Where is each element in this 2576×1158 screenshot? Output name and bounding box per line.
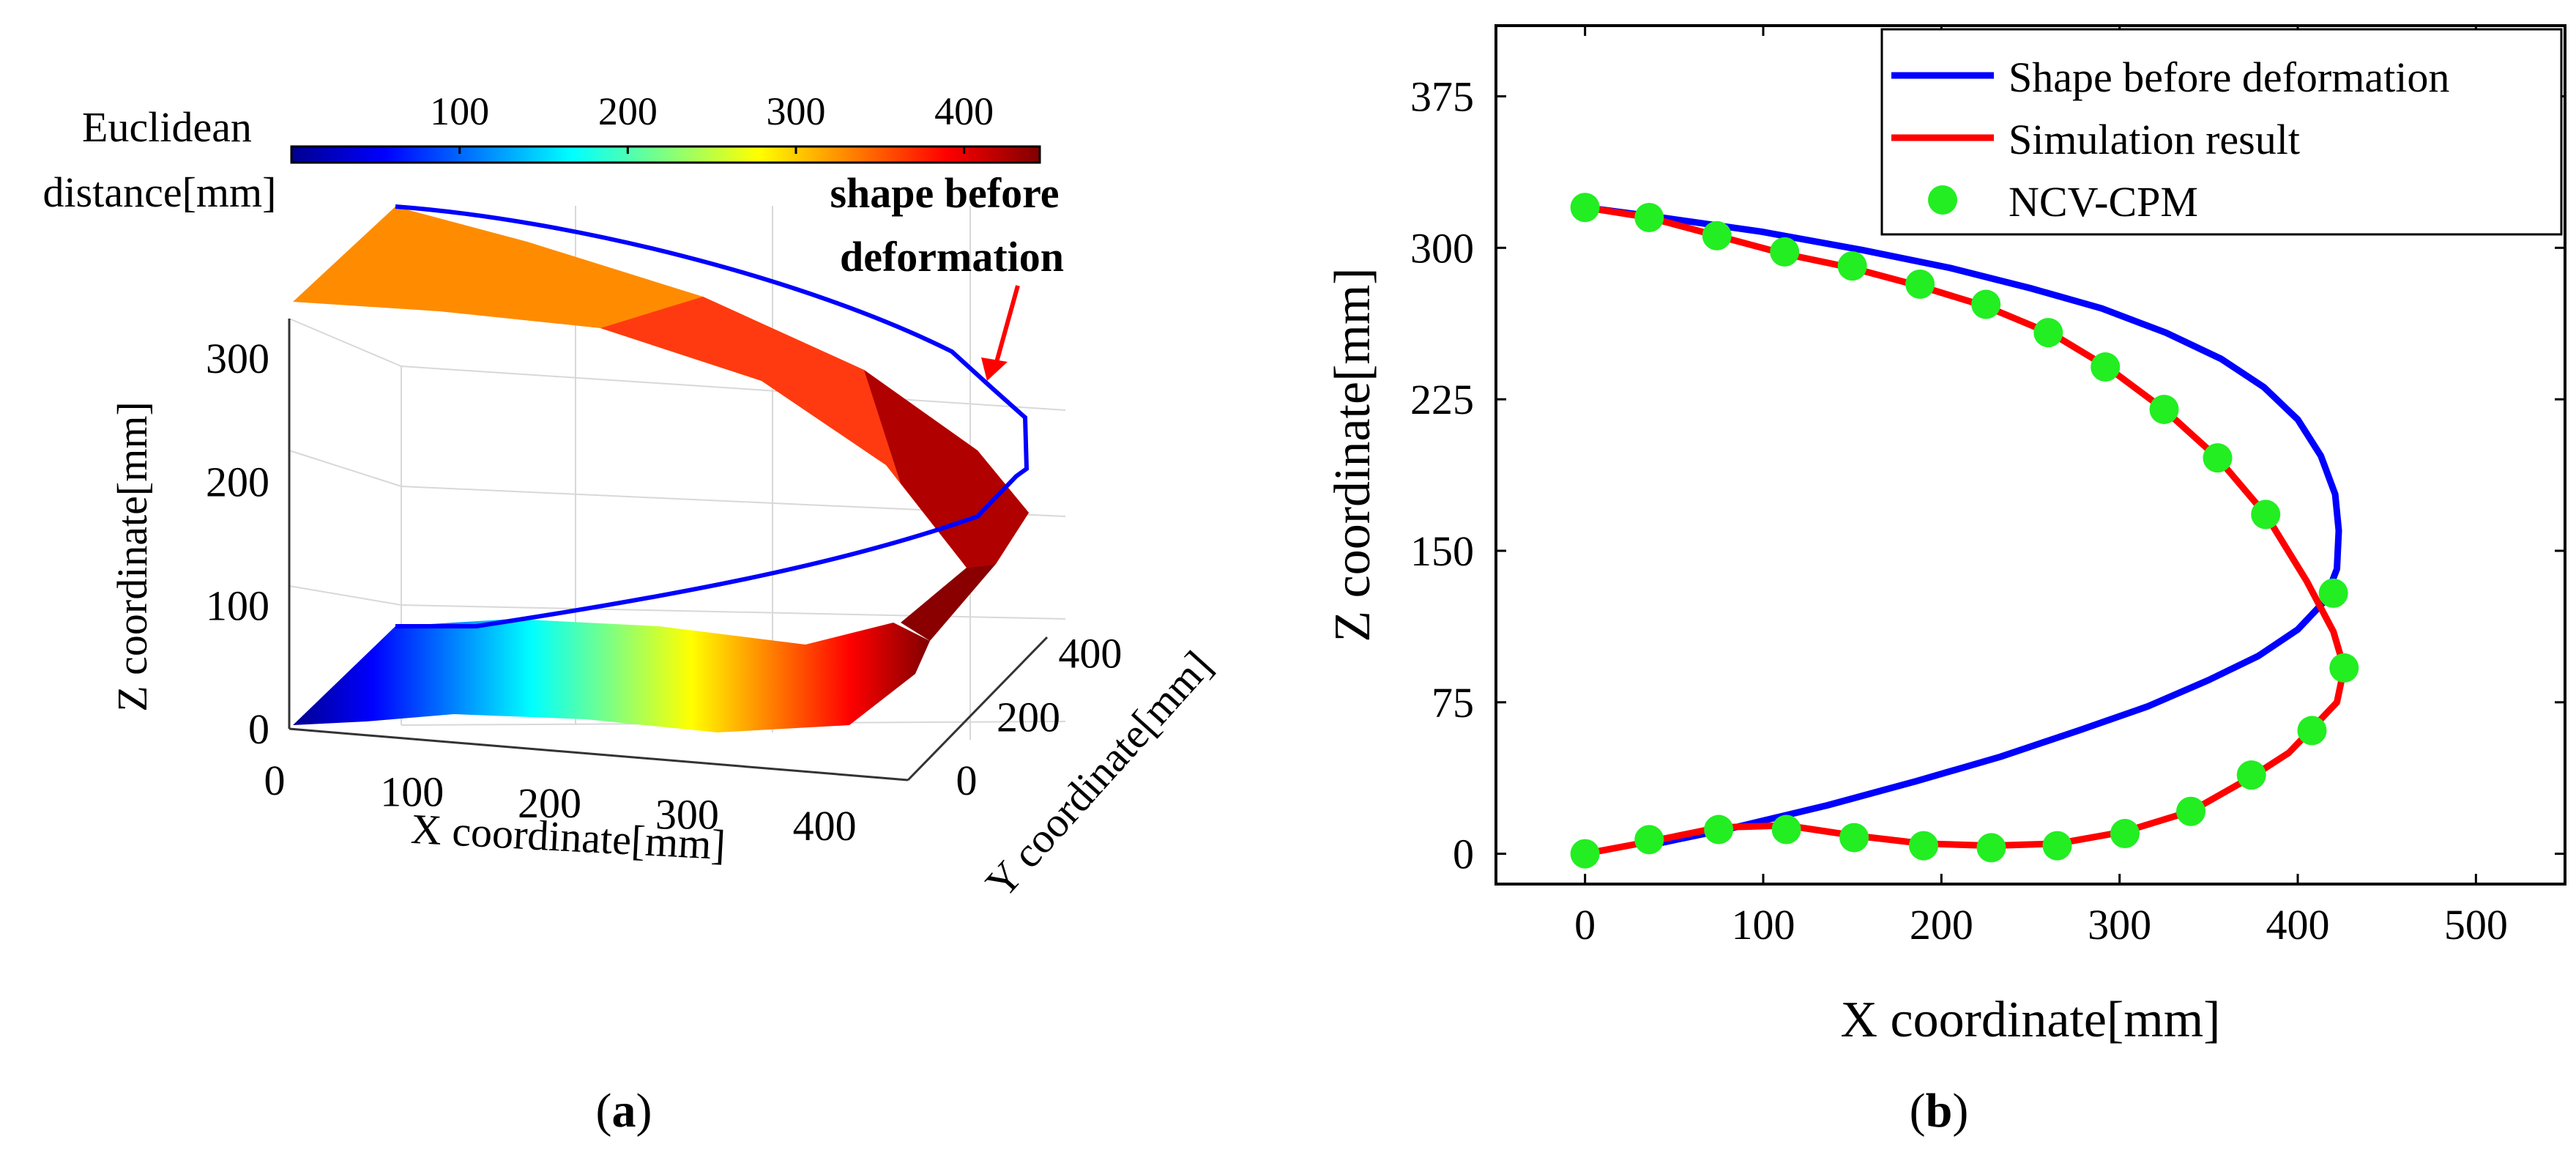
series-line-1 <box>1582 204 2348 858</box>
annotation-arrow-shaft <box>992 285 1020 371</box>
ncv-cpm-point <box>1771 814 1801 845</box>
z-tick-label-3d: 200 <box>206 459 269 506</box>
ncv-cpm-point <box>1704 814 1734 845</box>
annotation-line1: shape before <box>830 169 1059 217</box>
ncv-cpm-point <box>1839 823 1869 853</box>
y-tick-label: 375 <box>1410 73 1474 121</box>
z-tick-label-3d: 100 <box>206 582 269 629</box>
y-tick-label: 225 <box>1410 376 1474 423</box>
ncv-cpm-point <box>2251 500 2281 530</box>
ncv-cpm-point <box>2176 796 2205 826</box>
x-tick-label-3d: 200 <box>518 779 581 827</box>
legend-swatch-green <box>1928 185 1957 215</box>
axes-3d <box>288 319 1049 782</box>
y-tick-label-3d: 400 <box>1058 630 1122 678</box>
panel-a-caption-open: ( <box>596 1084 612 1137</box>
ncv-cpm-point <box>2297 716 2327 746</box>
ncv-cpm-point <box>1570 193 1600 223</box>
panel-a-ticks: 0 100 200 300 400 0 100 200 300 0 200 400 <box>206 335 1122 850</box>
panel-a-caption: (a) <box>596 1084 652 1137</box>
ncv-cpm-point <box>2236 760 2266 790</box>
x-tick-label: 300 <box>2088 901 2151 949</box>
x-tick-label: 0 <box>1574 901 1596 949</box>
ncv-cpm-point <box>2042 831 2072 861</box>
colorbar-title-line1: Euclidean <box>82 103 252 151</box>
z-tick-label-3d: 300 <box>206 335 269 382</box>
x-tick-label: 100 <box>1732 901 1795 949</box>
y-tick-label-3d: 200 <box>997 693 1060 741</box>
panel-a: Euclidean distance[mm] 100 200 300 400 <box>43 89 1221 1137</box>
legend: Shape before deformation Simulation resu… <box>1880 28 2563 236</box>
z-axis-label-3d: Z coordinate[mm] <box>108 401 156 712</box>
colorbar-ticks: 100 200 300 400 <box>430 89 994 154</box>
panel-b-caption-open: ( <box>1910 1084 1926 1137</box>
x-tick-label: 200 <box>1910 901 1973 949</box>
ncv-cpm-point <box>1837 251 1867 281</box>
ncv-cpm-point <box>2203 443 2233 473</box>
x-tick-label-3d: 100 <box>380 768 444 816</box>
surface-lower-band <box>293 619 930 732</box>
legend-box <box>1880 28 2563 236</box>
colorbar-tick-label: 200 <box>598 89 658 133</box>
y-tick-label-3d: 0 <box>956 757 978 804</box>
ncv-cpm-point <box>2318 578 2348 608</box>
series-line-0 <box>1582 204 2342 850</box>
x-axis-label: X coordinate[mm] <box>1841 992 2221 1048</box>
z-tick-label-3d: 0 <box>248 705 269 753</box>
surface-upper-band <box>293 207 1029 568</box>
colorbar-tick-label: 100 <box>430 89 489 133</box>
ncv-cpm-point <box>2091 352 2121 382</box>
ncv-cpm-point <box>2033 318 2063 348</box>
surface-upper-deep <box>864 370 1029 568</box>
y-tick-label: 300 <box>1410 224 1474 272</box>
panel-a-caption-letter: a <box>612 1084 636 1137</box>
y-tick-label: 150 <box>1410 527 1474 575</box>
ncv-cpm-point <box>1905 269 1935 299</box>
ncv-cpm-point <box>1634 202 1664 232</box>
x-tick-label-3d: 0 <box>264 757 286 804</box>
y-axis-label-3d: Y coordinate[mm] <box>976 642 1221 906</box>
x-tick-label: 400 <box>2266 901 2330 949</box>
legend-label-ncv-cpm: NCV-CPM <box>2009 178 2198 226</box>
ncv-cpm-point <box>1770 237 1800 267</box>
colorbar-tick-label: 300 <box>766 89 825 133</box>
ncv-cpm-point <box>1971 289 2001 319</box>
surface-curl <box>901 564 996 641</box>
colorbar-title-line2: distance[mm] <box>43 168 277 216</box>
annotation-arrow-head <box>981 357 1008 381</box>
ncv-cpm-point <box>1976 833 2006 863</box>
panel-b-ticks: 0 100 200 300 400 500 0 75 150 225 300 375 <box>1410 26 2565 949</box>
x-tick-label: 500 <box>2444 901 2508 949</box>
panel-b-caption-close: ) <box>1952 1084 1968 1137</box>
plot-area-frame <box>1494 24 2566 886</box>
ncv-cpm-point <box>2149 394 2179 424</box>
y-tick-label: 75 <box>1432 679 1474 727</box>
ncv-cpm-point <box>2329 653 2359 683</box>
ncv-cpm-point <box>1909 831 1938 861</box>
annotation-line2: deformation <box>840 233 1064 281</box>
shape-before-deformation-outline <box>395 204 1030 628</box>
x-tick-label-3d: 300 <box>655 791 719 839</box>
ncv-cpm-point <box>1570 839 1600 869</box>
ncv-cpm-point <box>1634 825 1664 855</box>
x-tick-label-3d: 400 <box>793 802 857 850</box>
legend-label-simulation: Simulation result <box>2009 116 2300 163</box>
colorbar-gradient <box>290 145 1041 164</box>
panel-b-caption-letter: b <box>1926 1084 1953 1137</box>
panel-b-series <box>1570 193 2359 869</box>
panel-b-caption: (b) <box>1910 1084 1969 1137</box>
ncv-cpm-point <box>2110 819 2140 849</box>
colorbar-tick-label: 400 <box>934 89 994 133</box>
y-axis-label: Z coordinate[mm] <box>1325 267 1381 642</box>
legend-label-shape-before: Shape before deformation <box>2009 53 2449 101</box>
panel-b: 0 100 200 300 400 500 0 75 150 225 300 375 Shape be… <box>1325 24 2566 1137</box>
ncv-cpm-point <box>1702 220 1732 250</box>
panel-a-caption-close: ) <box>636 1084 652 1137</box>
colorbar: Euclidean distance[mm] 100 200 300 400 <box>43 89 1041 216</box>
y-tick-label: 0 <box>1453 831 1474 878</box>
